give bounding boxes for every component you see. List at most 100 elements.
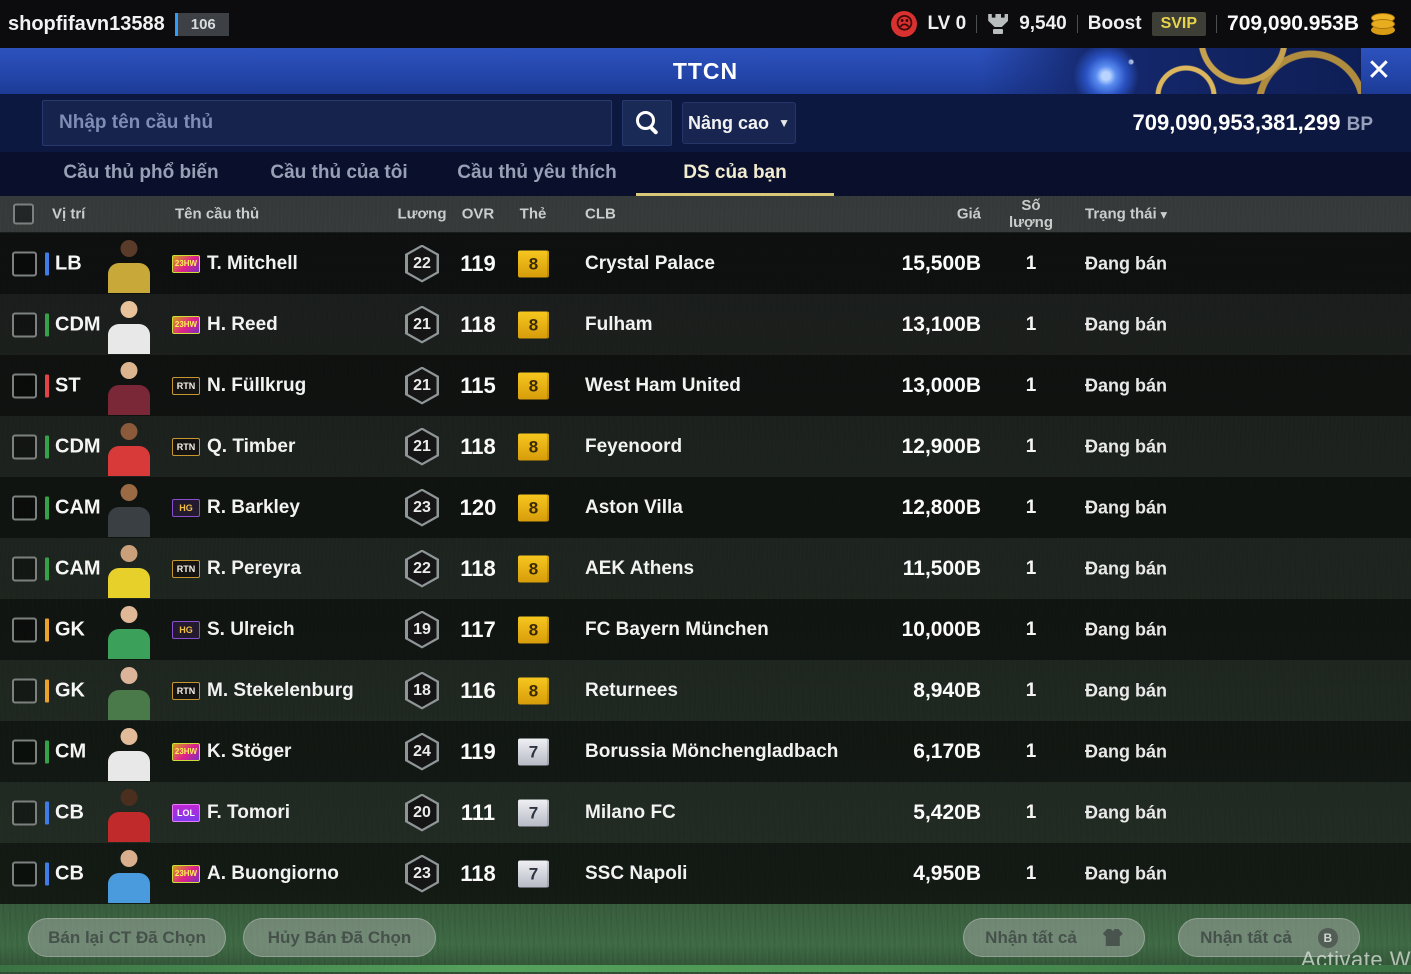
player-jersey bbox=[108, 262, 150, 293]
player-jersey bbox=[108, 628, 150, 659]
player-name: T. Mitchell bbox=[207, 252, 298, 274]
season-badge: LOL bbox=[172, 803, 200, 822]
player-jersey bbox=[108, 445, 150, 476]
ovr-value: 118 bbox=[460, 860, 496, 886]
player-position: GK bbox=[55, 618, 85, 640]
row-checkbox[interactable] bbox=[12, 739, 37, 764]
player-jersey bbox=[108, 384, 150, 415]
player-name: S. Ulreich bbox=[207, 618, 295, 640]
search-icon bbox=[635, 111, 659, 135]
season-badge: RTN bbox=[172, 376, 200, 395]
status-label: Đang bán bbox=[1085, 558, 1168, 578]
salary-value: 23 bbox=[413, 864, 431, 882]
tab-cau-thu-pho-bien[interactable]: Cầu thủ phổ biến bbox=[63, 162, 219, 183]
row-checkbox[interactable] bbox=[12, 800, 37, 825]
row-checkbox[interactable] bbox=[12, 434, 37, 459]
table-row[interactable]: CDM 23HW H. Reed 21 118 8 Fulham 13,100B… bbox=[0, 294, 1411, 355]
username: shopfifavn13588 bbox=[8, 12, 165, 35]
search-button[interactable] bbox=[622, 100, 672, 146]
salary-value: 19 bbox=[413, 620, 431, 638]
salary-value: 22 bbox=[413, 559, 431, 577]
level-badge: 106 bbox=[174, 12, 229, 36]
table-header: Vị trí Tên cầu thủ Lương OVR Thẻ CLB Giá… bbox=[0, 196, 1411, 232]
cancel-sale-selected-button[interactable]: Hủy Bán Đã Chọn bbox=[243, 918, 436, 957]
card-tier-badge: 8 bbox=[518, 616, 549, 643]
table-row[interactable]: CAM HG R. Barkley 23 120 8 Aston Villa 1… bbox=[0, 477, 1411, 538]
row-checkbox[interactable] bbox=[12, 251, 37, 276]
row-checkbox[interactable] bbox=[12, 861, 37, 886]
price-value: 13,100B bbox=[901, 312, 981, 336]
salary-hexagon: 22 bbox=[405, 245, 439, 283]
table-row[interactable]: GK RTN M. Stekelenburg 18 116 8 Returnee… bbox=[0, 660, 1411, 721]
quantity-value: 1 bbox=[1025, 313, 1037, 335]
claim-all-players-label: Nhận tất cả bbox=[985, 927, 1077, 947]
row-checkbox[interactable] bbox=[12, 617, 37, 642]
row-checkbox[interactable] bbox=[12, 678, 37, 703]
row-checkbox[interactable] bbox=[12, 373, 37, 398]
player-position: CB bbox=[55, 801, 84, 823]
select-all-checkbox[interactable] bbox=[13, 203, 34, 225]
advanced-filter-button[interactable]: Nâng cao ▼ bbox=[682, 102, 796, 144]
resell-selected-button[interactable]: Bán lại CT Đã Chọn bbox=[28, 918, 226, 957]
player-photo bbox=[104, 357, 154, 415]
quantity-value: 1 bbox=[1025, 679, 1037, 701]
position-color-bar bbox=[45, 801, 49, 824]
search-input[interactable] bbox=[42, 100, 612, 146]
card-tier-badge: 8 bbox=[518, 433, 549, 460]
season-badge: RTN bbox=[172, 681, 200, 700]
tab-ds-cua-ban[interactable]: DS của bạn bbox=[636, 152, 834, 196]
salary-value: 22 bbox=[413, 254, 431, 272]
claim-all-players-button[interactable]: Nhận tất cả bbox=[963, 918, 1145, 957]
table-row[interactable]: CM 23HW K. Stöger 24 119 7 Borussia Mönc… bbox=[0, 721, 1411, 782]
row-checkbox[interactable] bbox=[12, 556, 37, 581]
player-name: R. Barkley bbox=[207, 496, 300, 518]
salary-hexagon: 21 bbox=[405, 306, 439, 344]
search-row: Nâng cao ▼ 709,090,953,381,299 BP bbox=[0, 94, 1411, 152]
card-tier-badge: 8 bbox=[518, 250, 549, 277]
table-row[interactable]: GK HG S. Ulreich 19 117 8 FC Bayern Münc… bbox=[0, 599, 1411, 660]
card-tier-badge: 8 bbox=[518, 311, 549, 338]
status-label: Đang bán bbox=[1085, 375, 1168, 395]
player-photo bbox=[104, 662, 154, 720]
player-jersey bbox=[108, 811, 150, 842]
card-tier-badge: 8 bbox=[518, 494, 549, 521]
lv-label: LV 0 bbox=[927, 13, 967, 34]
quantity-value: 1 bbox=[1025, 557, 1037, 579]
close-icon[interactable]: ✕ bbox=[1366, 54, 1392, 87]
table-row[interactable]: CDM RTN Q. Timber 21 118 8 Feyenoord 12,… bbox=[0, 416, 1411, 477]
player-photo bbox=[104, 723, 154, 781]
status-label: Đang bán bbox=[1085, 497, 1168, 517]
position-color-bar bbox=[45, 374, 49, 397]
position-color-bar bbox=[45, 252, 49, 275]
svip-badge[interactable]: SVIP bbox=[1151, 12, 1207, 36]
season-badge: 23HW bbox=[172, 315, 200, 334]
season-badge: 23HW bbox=[172, 742, 200, 761]
claim-all-bp-button[interactable]: Nhận tất cả B bbox=[1178, 918, 1360, 957]
ovr-value: 118 bbox=[460, 433, 496, 459]
season-badge: HG bbox=[172, 498, 200, 517]
salary-value: 20 bbox=[413, 803, 431, 821]
header-status-sort[interactable]: Trạng thái ▾ bbox=[1085, 206, 1167, 223]
table-row[interactable]: CB 23HW A. Buongiorno 23 118 7 SSC Napol… bbox=[0, 843, 1411, 904]
salary-hexagon: 23 bbox=[405, 855, 439, 893]
row-checkbox[interactable] bbox=[12, 312, 37, 337]
price-value: 6,170B bbox=[913, 739, 981, 763]
boost-label[interactable]: Boost bbox=[1087, 13, 1142, 34]
player-head bbox=[120, 361, 138, 379]
table-row[interactable]: CB LOL F. Tomori 20 111 7 Milano FC 5,42… bbox=[0, 782, 1411, 843]
club-name: Borussia Mönchengladbach bbox=[585, 740, 839, 762]
price-value: 12,800B bbox=[901, 495, 981, 519]
tab-cau-thu-yeu-thich[interactable]: Cầu thủ yêu thích bbox=[457, 162, 617, 183]
table-row[interactable]: ST RTN N. Füllkrug 21 115 8 West Ham Uni… bbox=[0, 355, 1411, 416]
player-head bbox=[120, 666, 138, 684]
row-checkbox[interactable] bbox=[12, 495, 37, 520]
season-badge: HG bbox=[172, 620, 200, 639]
table-row[interactable]: CAM RTN R. Pereyra 22 118 8 AEK Athens 1… bbox=[0, 538, 1411, 599]
table-row[interactable]: LB 23HW T. Mitchell 22 119 8 Crystal Pal… bbox=[0, 233, 1411, 294]
ovr-value: 120 bbox=[459, 494, 497, 520]
tab-cau-thu-cua-toi[interactable]: Cầu thủ của tôi bbox=[270, 162, 408, 183]
header-price: Giá bbox=[956, 205, 981, 223]
salary-value: 23 bbox=[413, 498, 431, 516]
club-name: AEK Athens bbox=[585, 557, 695, 579]
chevron-down-icon: ▼ bbox=[778, 116, 790, 130]
